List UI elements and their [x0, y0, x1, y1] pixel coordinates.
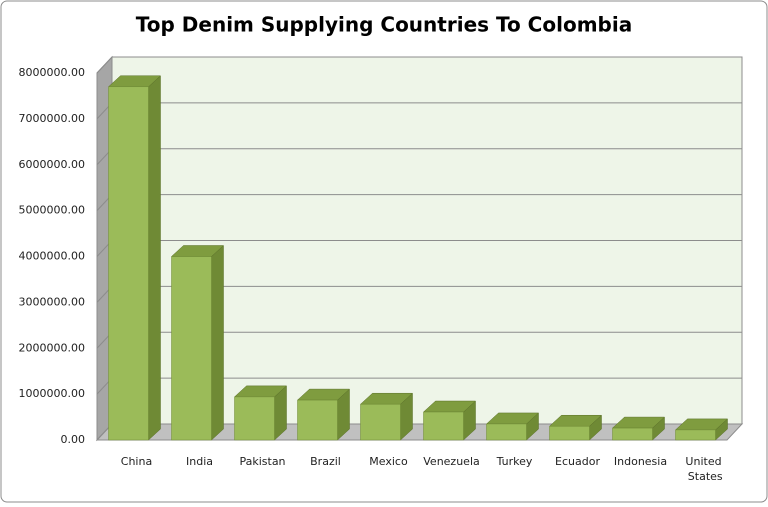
- bars: [107, 75, 729, 441]
- x-tick-label: Indonesia: [614, 455, 667, 468]
- bar-front: [297, 399, 338, 441]
- grid-line-side: [96, 56, 113, 74]
- x-tick-label: United States: [684, 455, 723, 483]
- x-tick-label: China: [121, 455, 152, 468]
- bar-front: [486, 423, 527, 441]
- bar: [485, 412, 540, 441]
- y-tick-label: 4000000.00: [19, 250, 85, 263]
- y-tick-label: 1000000.00: [19, 387, 85, 400]
- bar-front: [360, 403, 401, 441]
- y-tick-label: 2000000.00: [19, 341, 85, 354]
- y-tick-label: 3000000.00: [19, 295, 85, 308]
- x-tick-label: Turkey: [496, 455, 533, 468]
- bar-front: [549, 425, 590, 441]
- bar-front: [234, 396, 275, 441]
- bar: [674, 418, 729, 441]
- bar: [107, 75, 162, 441]
- x-tick-label: India: [186, 455, 213, 468]
- x-tick-label: Ecuador: [555, 455, 600, 468]
- bar-front: [171, 256, 212, 441]
- y-tick-label: 5000000.00: [19, 204, 85, 217]
- bar: [359, 392, 414, 441]
- y-tick-label: 6000000.00: [19, 158, 85, 171]
- bar: [611, 416, 666, 441]
- bar-front: [612, 427, 653, 441]
- bar: [296, 388, 351, 441]
- y-tick-label: 0.00: [61, 433, 86, 446]
- bar-front: [423, 411, 464, 441]
- y-tick-label: 7000000.00: [19, 112, 85, 125]
- x-tick-label: Pakistan: [239, 455, 285, 468]
- bar: [548, 414, 603, 441]
- bar-side: [148, 75, 161, 441]
- chart-title: Top Denim Supplying Countries To Colombi…: [136, 13, 632, 37]
- bar-front: [108, 86, 149, 441]
- bar-side: [211, 244, 224, 441]
- y-tick-label: 8000000.00: [19, 66, 85, 79]
- bar: [233, 385, 288, 441]
- x-tick-label: Venezuela: [423, 455, 480, 468]
- x-tick-label: Brazil: [310, 455, 341, 468]
- x-tick-label: Mexico: [369, 455, 408, 468]
- bar-front: [675, 429, 716, 441]
- bar: [170, 244, 225, 441]
- bar: [422, 400, 477, 441]
